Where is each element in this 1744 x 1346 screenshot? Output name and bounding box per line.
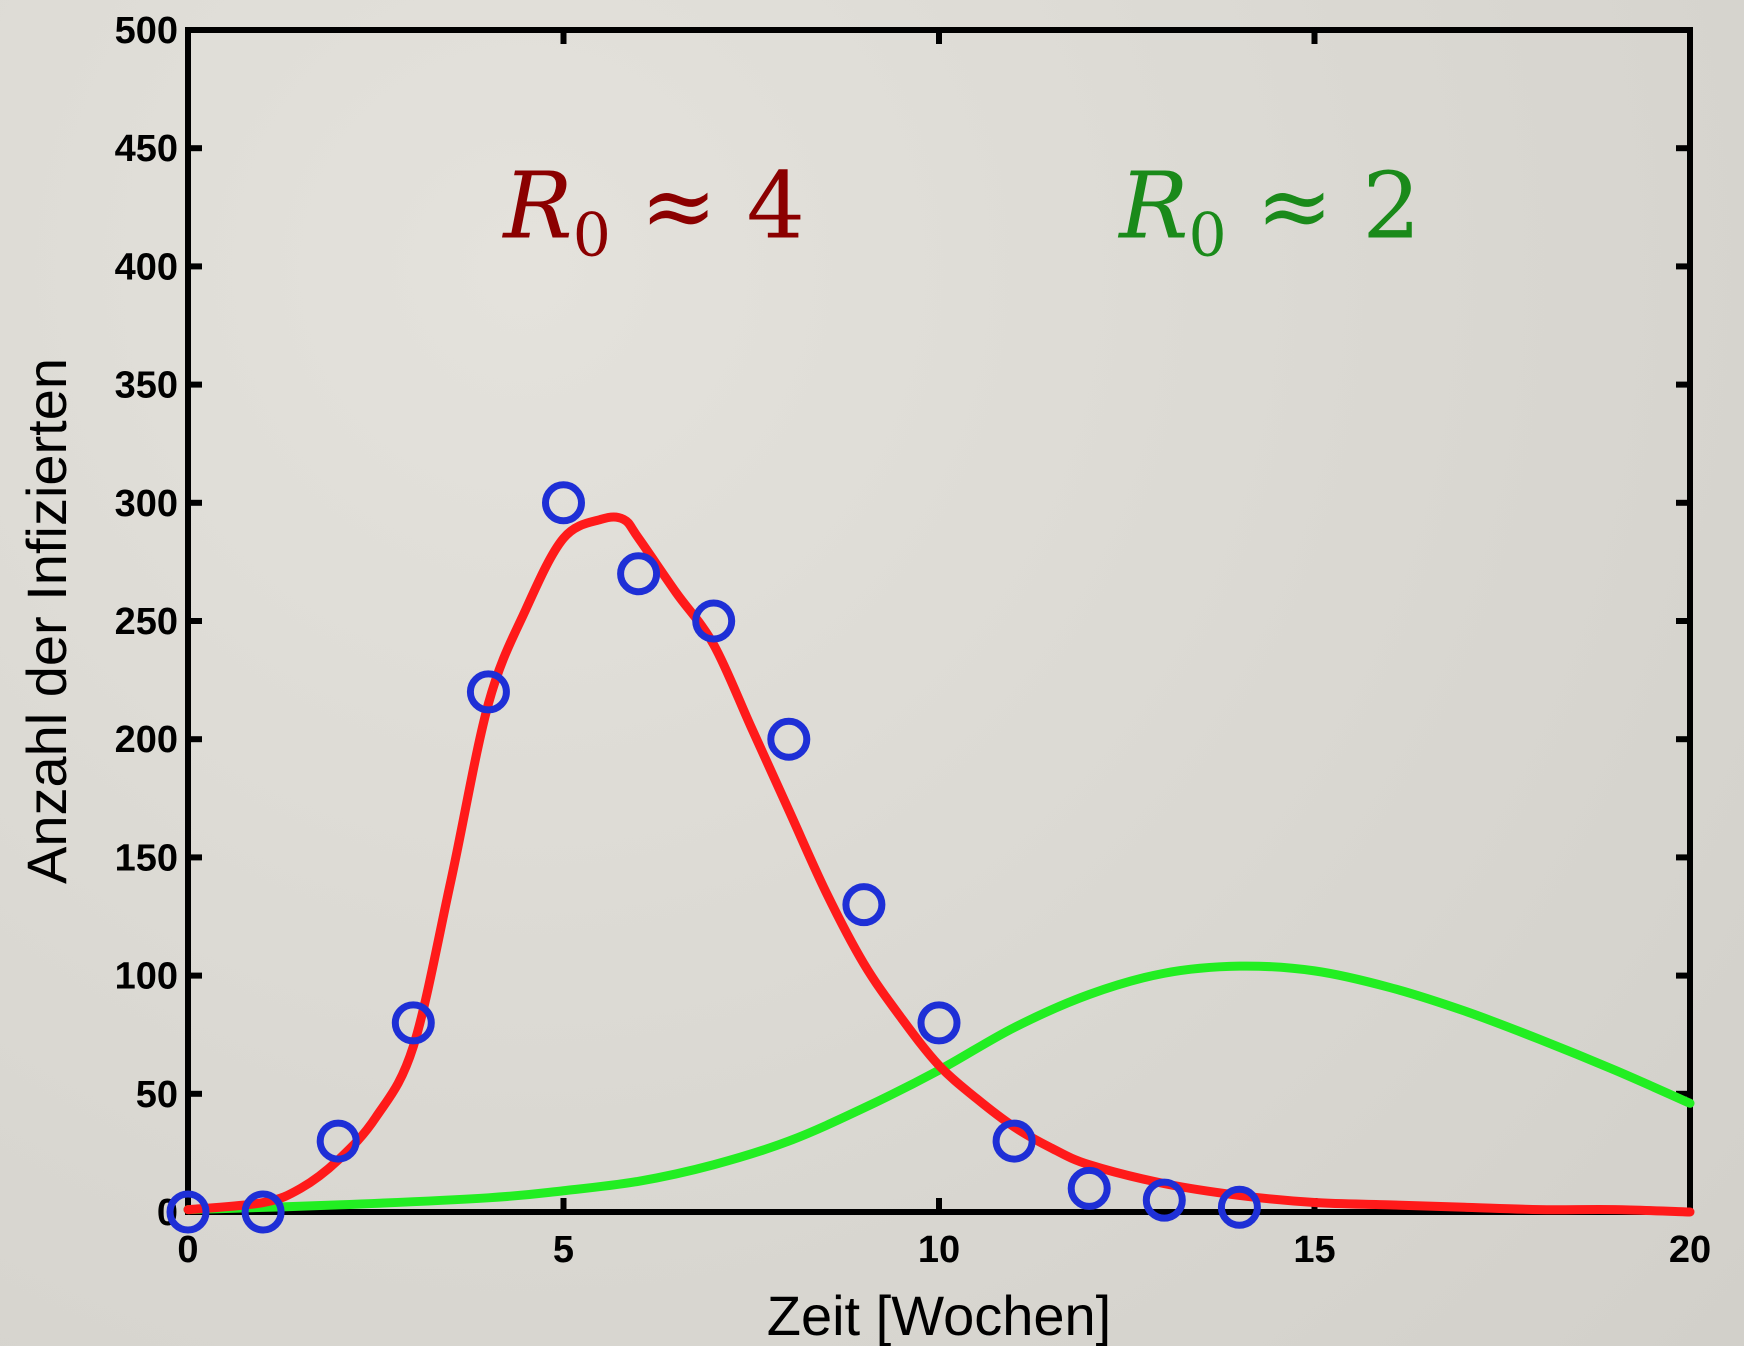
annotations: R0 ≈ 4 R0 ≈ 2	[501, 152, 1420, 270]
y-tick-label: 250	[115, 601, 178, 643]
data-point	[166, 1190, 210, 1234]
y-tick-label: 450	[115, 128, 178, 170]
y-tick-label: 150	[115, 837, 178, 879]
data-point	[316, 1119, 360, 1163]
data-point	[767, 717, 811, 761]
data-point	[466, 670, 510, 714]
x-axis-label: Zeit [Wochen]	[767, 1284, 1111, 1346]
y-axis-label: Anzahl der Infizierten	[15, 358, 78, 884]
data-point	[842, 883, 886, 927]
y-tick-label: 400	[115, 246, 178, 288]
data-point	[542, 481, 585, 525]
data-point	[692, 599, 736, 643]
series-points	[166, 481, 1261, 1234]
y-tick-label: 500	[115, 10, 178, 52]
x-tick-label: 15	[1293, 1229, 1335, 1271]
data-point	[1142, 1178, 1186, 1222]
r0-annotation: R0 ≈ 4	[501, 152, 805, 270]
x-tick-label: 10	[918, 1229, 960, 1271]
x-tick-label: 5	[553, 1229, 574, 1271]
x-tick-label: 20	[1669, 1229, 1711, 1271]
series-line	[183, 512, 1695, 1217]
data-point	[992, 1119, 1036, 1163]
data-point	[391, 1001, 435, 1045]
x-tick-label: 0	[177, 1229, 198, 1271]
data-point	[1217, 1185, 1261, 1229]
data-point	[617, 552, 661, 596]
series-lines	[183, 512, 1695, 1217]
r0-annotation: R0 ≈ 2	[1117, 152, 1421, 270]
data-point	[917, 1001, 961, 1045]
y-tick-label: 200	[115, 719, 178, 761]
y-tick-label: 100	[115, 956, 178, 998]
series-line	[183, 961, 1695, 1215]
data-point	[1067, 1166, 1111, 1210]
data-point	[241, 1190, 285, 1234]
y-tick-label: 50	[136, 1074, 178, 1116]
y-tick-label: 300	[115, 483, 178, 525]
y-tick-label: 350	[115, 365, 178, 407]
